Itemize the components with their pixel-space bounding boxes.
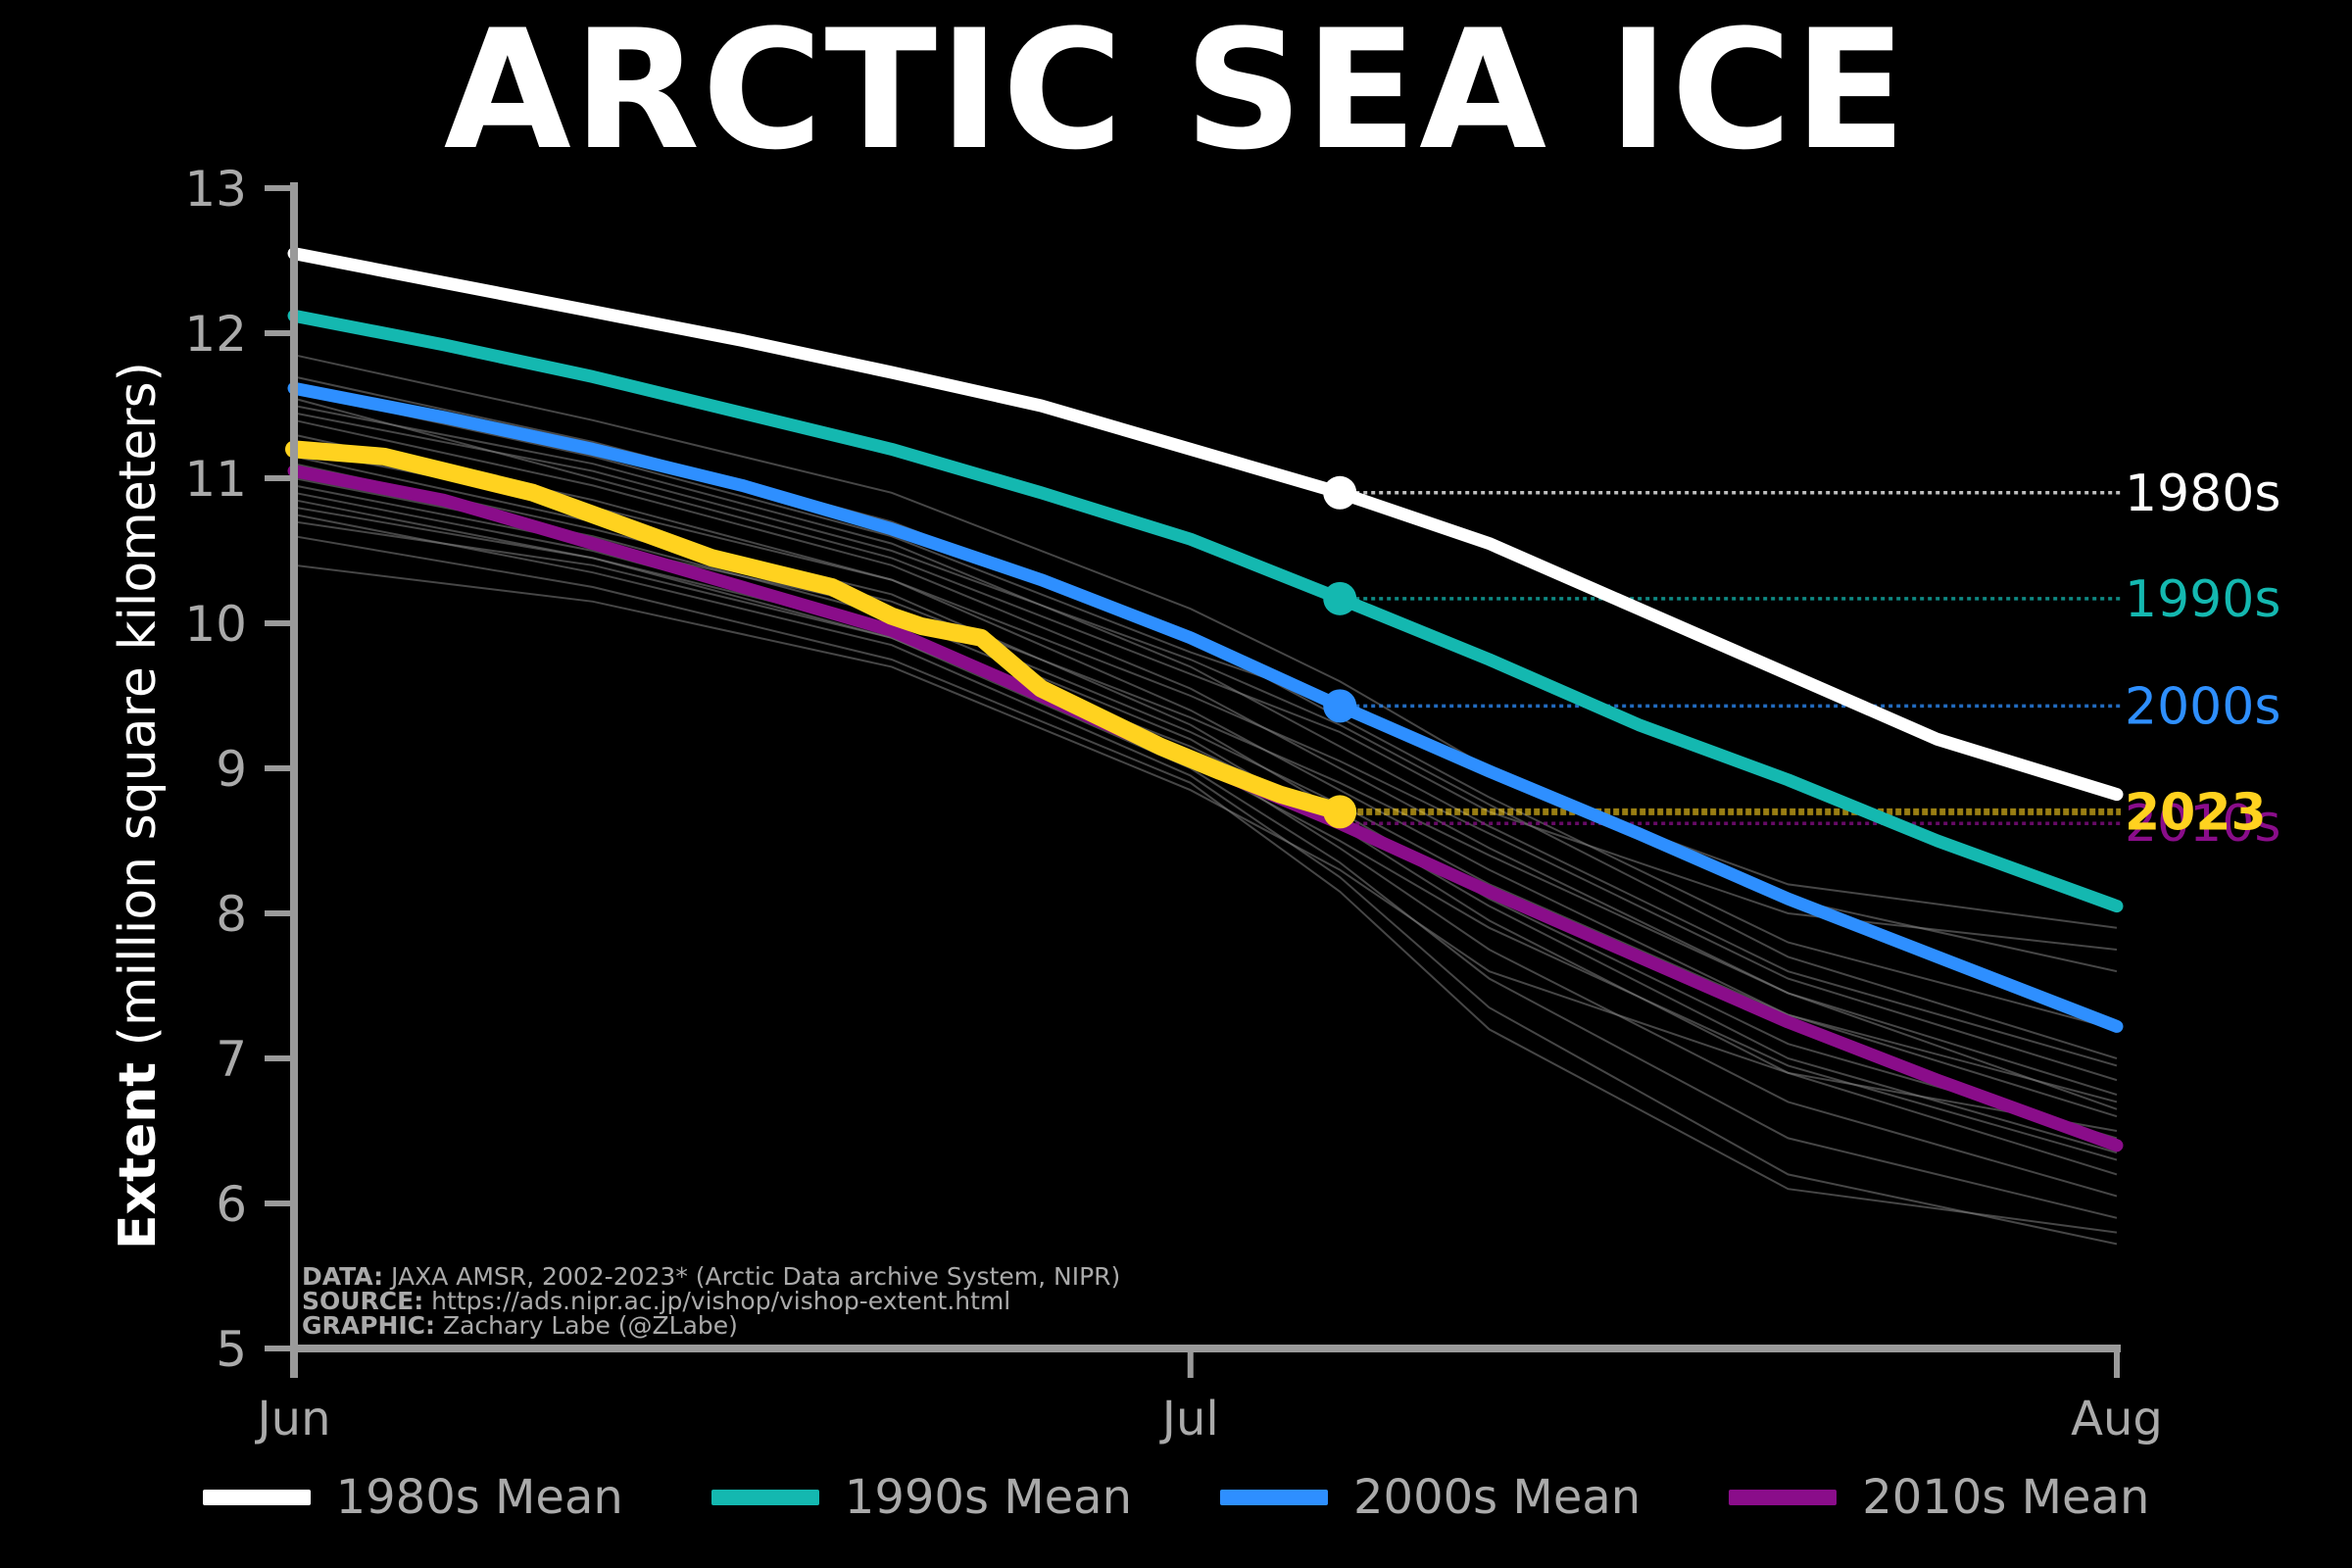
axes-group: 5 6 7 8 9 10 11 12 13 Jun Jul Aug	[184, 161, 2162, 1446]
y-axis-label: Extent (million square kilometers)	[109, 362, 168, 1250]
end-label-2023: 2023	[2125, 783, 2267, 842]
series-line-2023	[285, 440, 1349, 821]
legend-label-2000s: 2000s Mean	[1353, 1470, 1642, 1525]
legend-item-2000s: 2000s Mean	[1220, 1470, 1641, 1525]
credits-block: DATA: JAXA AMSR, 2002-2023* (Arctic Data…	[302, 1264, 1120, 1338]
chart-title: ARCTIC SEA ICE	[443, 0, 1909, 186]
marker-1990s	[1323, 581, 1357, 615]
markers-group	[1323, 475, 1357, 829]
end-label-1980s: 1980s	[2125, 465, 2280, 523]
marker-2000s	[1323, 689, 1357, 723]
y-tick-label-8: 8	[216, 886, 247, 943]
y-tick-label-11: 11	[184, 451, 247, 508]
legend-swatch-2000s	[1220, 1490, 1328, 1505]
year-line-9	[293, 514, 2118, 1246]
y-tick-label-6: 6	[216, 1176, 247, 1233]
legend-item-1980s: 1980s Mean	[202, 1470, 623, 1525]
dotted-leader-lines-group	[1340, 491, 2121, 825]
y-tick-label-7: 7	[216, 1031, 247, 1088]
year-line-11	[293, 564, 2118, 1132]
year-line-19	[293, 506, 2118, 1154]
series-line-1980s	[287, 247, 2124, 802]
legend-item-2010s: 2010s Mean	[1729, 1470, 2149, 1525]
year-line-2	[293, 405, 2118, 1067]
y-tick-label-10: 10	[184, 596, 247, 653]
marker-1980s	[1323, 475, 1357, 510]
end-label-2000s: 2000s	[2125, 677, 2280, 736]
credits-source: SOURCE: https://ads.nipr.ac.jp/vishop/vi…	[302, 1287, 1011, 1315]
legend: 1980s Mean 1990s Mean 2000s Mean 2010s M…	[0, 1470, 2352, 1525]
series-lines-group	[285, 247, 2124, 1152]
y-tick-label-5: 5	[216, 1321, 247, 1378]
legend-swatch-2010s	[1729, 1490, 1838, 1505]
y-tick-label-9: 9	[216, 741, 247, 798]
year-line-8	[293, 499, 2118, 1219]
legend-label-1980s: 1980s Mean	[335, 1470, 623, 1525]
legend-label-1990s: 1990s Mean	[844, 1470, 1132, 1525]
y-axis-label-rest: (million square kilometers)	[109, 362, 168, 1062]
end-label-1990s: 1990s	[2125, 570, 2280, 629]
legend-label-2010s: 2010s Mean	[1862, 1470, 2150, 1525]
end-label-2010s: 2010s	[2125, 795, 2280, 854]
year-line-13	[293, 448, 2118, 1082]
credits-graphic: GRAPHIC: Zachary Labe (@ZLabe)	[302, 1311, 738, 1340]
x-tick-label-jul: Jul	[1159, 1392, 1219, 1446]
year-line-16	[293, 520, 2118, 1161]
legend-swatch-1980s	[202, 1490, 311, 1505]
y-axis-label-bold: Extent	[109, 1062, 168, 1250]
credits-data: DATA: JAXA AMSR, 2002-2023* (Arctic Data…	[302, 1262, 1121, 1291]
year-line-12	[293, 397, 2118, 951]
y-tick-label-12: 12	[184, 306, 247, 363]
marker-2023	[1323, 795, 1357, 829]
legend-item-1990s: 1990s Mean	[710, 1470, 1132, 1525]
x-tick-label-jun: Jun	[255, 1392, 331, 1446]
series-line-1990s	[287, 309, 2124, 913]
series-line-2000s	[287, 381, 2124, 1033]
x-tick-label-aug: Aug	[2071, 1392, 2163, 1446]
year-line-15	[293, 412, 2118, 1059]
year-line-10	[293, 535, 2118, 1234]
y-tick-label-13: 13	[184, 161, 247, 218]
legend-swatch-1990s	[710, 1490, 819, 1505]
